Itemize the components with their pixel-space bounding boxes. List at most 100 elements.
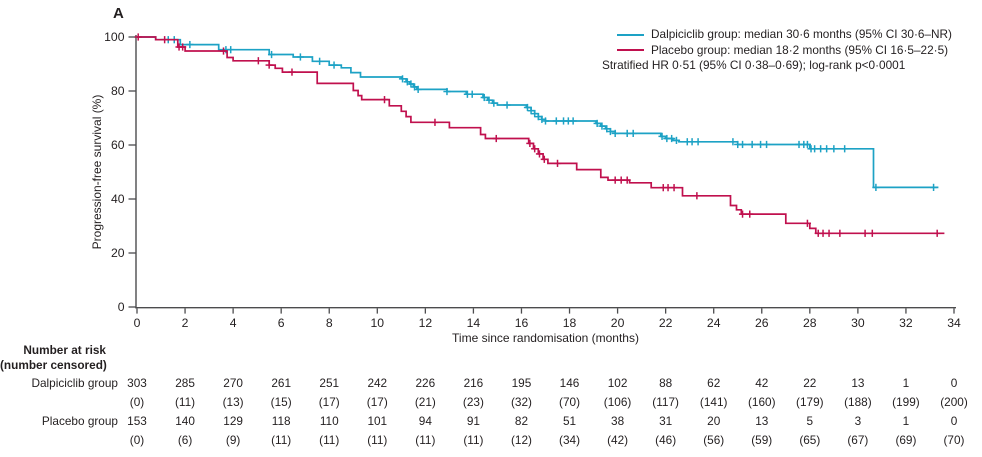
at-risk-count: 261: [271, 376, 292, 390]
x-tick-label: 32: [899, 316, 913, 330]
at-risk-count: 3: [854, 414, 862, 428]
legend-label-dalpiciclib: Dalpiciclib group: median 30·6 months (9…: [651, 27, 952, 41]
censored-count: (65): [799, 433, 821, 447]
y-tick-label: 40: [111, 192, 125, 206]
at-risk-count: 129: [223, 414, 243, 428]
at-risk-count: 285: [175, 376, 195, 390]
at-risk-count: 31: [659, 414, 673, 428]
y-tick-label: 100: [104, 30, 125, 44]
x-tick-label: 6: [278, 316, 285, 330]
risk-table-header-line2: (number censored): [0, 358, 107, 372]
x-tick-label: 26: [755, 316, 769, 330]
censored-count: (70): [559, 395, 580, 409]
legend: Dalpiciclib group: median 30·6 months (9…: [602, 27, 952, 74]
x-tick-label: 24: [707, 316, 721, 330]
at-risk-count: 13: [851, 376, 865, 390]
at-risk-count: 91: [466, 414, 480, 428]
censored-count: (23): [462, 395, 484, 409]
censored-count: (21): [414, 395, 436, 409]
x-tick-label: 30: [851, 316, 865, 330]
x-tick-label: 20: [611, 316, 625, 330]
at-risk-count: 0: [950, 414, 958, 428]
censor-marks-dalpiciclib: [164, 36, 938, 191]
legend-item-dalpiciclib: Dalpiciclib group: median 30·6 months (9…: [602, 27, 952, 43]
at-risk-count: 20: [707, 414, 721, 428]
censored-count: (0): [129, 395, 145, 409]
panel-label: A: [113, 5, 124, 22]
placebo-line-swatch: [617, 49, 644, 52]
at-risk-count: 303: [127, 376, 147, 390]
censored-count: (6): [177, 433, 193, 447]
legend-item-placebo: Placebo group: median 18·2 months (95% C…: [602, 43, 952, 59]
at-risk-count: 94: [418, 414, 432, 428]
at-risk-count: 195: [511, 376, 532, 390]
censored-count: (11): [415, 433, 436, 447]
censored-count: (56): [703, 433, 725, 447]
at-risk-count: 1: [902, 414, 910, 428]
censored-count: (199): [892, 395, 920, 409]
censored-count: (12): [510, 433, 532, 447]
at-risk-count: 51: [562, 414, 577, 428]
censored-count: (11): [271, 433, 292, 447]
censored-count: (200): [940, 395, 968, 409]
x-tick-label: 14: [467, 316, 481, 330]
censored-count: (69): [895, 433, 917, 447]
y-tick-label: 80: [111, 84, 125, 98]
censored-count: (117): [652, 395, 679, 409]
censor-marks-placebo: [134, 33, 941, 237]
at-risk-count: 146: [559, 376, 580, 390]
y-tick-label: 0: [118, 300, 125, 314]
censored-count: (67): [847, 433, 869, 447]
risk-table-header-line1: Number at risk: [23, 343, 106, 357]
at-risk-count: 88: [659, 376, 673, 390]
censored-count: (0): [129, 433, 145, 447]
censored-count: (17): [366, 395, 388, 409]
censored-count: (141): [699, 395, 728, 409]
censored-count: (11): [367, 433, 388, 447]
x-tick-label: 4: [230, 316, 237, 330]
at-risk-count: 226: [415, 376, 436, 390]
legend-label-placebo: Placebo group: median 18·2 months (95% C…: [651, 42, 949, 57]
y-tick-label: 20: [111, 246, 125, 260]
censored-count: (42): [607, 433, 629, 447]
x-tick-label: 28: [803, 316, 817, 330]
censored-count: (17): [318, 395, 340, 409]
censored-count: (46): [655, 433, 677, 447]
x-tick-label: 8: [326, 316, 333, 330]
censored-count: (106): [603, 395, 632, 409]
at-risk-count: 13: [755, 414, 769, 428]
x-tick-label: 22: [659, 316, 673, 330]
censored-count: (70): [943, 433, 965, 447]
x-tick-label: 16: [515, 316, 529, 330]
censored-count: (188): [844, 395, 872, 409]
hr-annotation: Stratified HR 0·51 (95% CI 0·38–0·69); l…: [602, 58, 906, 73]
at-risk-count: 5: [806, 414, 814, 428]
at-risk-count: 140: [175, 414, 195, 428]
at-risk-count: 251: [319, 376, 340, 390]
at-risk-count: 102: [607, 376, 628, 390]
censored-count: (11): [319, 433, 340, 447]
at-risk-count: 101: [367, 414, 388, 428]
censored-count: (11): [174, 395, 196, 409]
x-tick-label: 2: [182, 316, 189, 330]
at-risk-count: 1: [902, 376, 910, 390]
censored-count: (160): [747, 395, 776, 409]
at-risk-count: 118: [271, 414, 291, 428]
at-risk-count: 42: [755, 376, 769, 390]
at-risk-count: 38: [611, 414, 625, 428]
x-tick-label: 18: [563, 316, 577, 330]
dalpiciclib-line-swatch: [617, 33, 644, 36]
x-tick-label: 34: [947, 316, 961, 330]
at-risk-count: 242: [367, 376, 388, 390]
at-risk-count: 110: [319, 414, 339, 428]
at-risk-count: 22: [803, 376, 817, 390]
censored-count: (9): [225, 433, 241, 447]
censored-count: (34): [559, 433, 580, 447]
y-axis-title: Progression-free survival (%): [90, 94, 104, 250]
x-tick-label: 12: [419, 316, 433, 330]
censored-count: (15): [270, 395, 292, 409]
at-risk-count: 216: [463, 376, 484, 390]
censored-count: (13): [222, 395, 244, 409]
